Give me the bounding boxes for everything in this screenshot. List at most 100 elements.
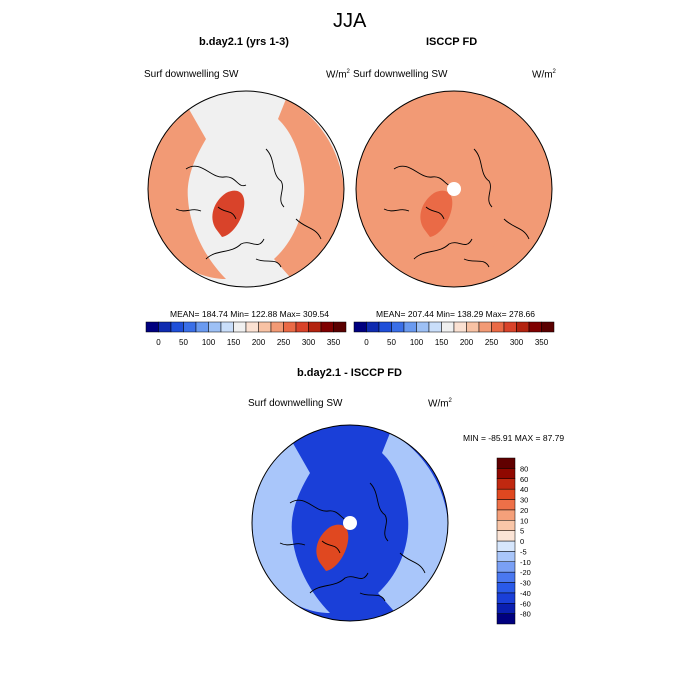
colorbar-tick-label: -30	[520, 579, 531, 588]
coastline	[217, 206, 237, 220]
colorbar-swatch	[366, 321, 380, 333]
colorbar-swatch	[496, 530, 516, 542]
region-mid-lat-land	[356, 104, 434, 279]
map-border	[251, 424, 449, 622]
coastline	[321, 540, 341, 554]
panel3-variable-label: Surf downwelling SW	[248, 398, 343, 409]
colorbar-tick-label: 200	[252, 338, 266, 347]
colorbar-tick-label: 0	[520, 537, 524, 546]
colorbar-swatch	[170, 321, 184, 333]
colorbar-swatch	[245, 321, 259, 333]
panel1-stats: MEAN= 184.74 Min= 122.88 Max= 309.54	[170, 309, 330, 319]
colorbar-swatch	[466, 321, 480, 333]
colorbar-swatch	[353, 321, 367, 333]
missing-data-pole	[343, 516, 357, 530]
panel2-variable-label: Surf downwelling SW	[353, 69, 448, 80]
colorbar-tick-label: -5	[520, 547, 527, 556]
colorbar-swatch	[496, 613, 516, 625]
colorbar-tick-label: 250	[485, 338, 499, 347]
colorbar-tick-label: -10	[520, 558, 531, 567]
colorbar-swatch	[496, 509, 516, 521]
coastline	[503, 218, 530, 240]
colorbar-tick-label: 300	[510, 338, 524, 347]
colorbar-swatch	[453, 321, 467, 333]
colorbar-swatch	[183, 321, 197, 333]
coastline	[309, 572, 369, 594]
colorbar-swatch	[503, 321, 517, 333]
colorbar-tick-label: 50	[387, 338, 396, 347]
colorbar-swatch	[496, 488, 516, 500]
panel3-title: b.day2.1 - ISCCP FD	[297, 367, 402, 379]
coastline	[289, 499, 351, 521]
colorbar-swatch	[496, 571, 516, 583]
panel1-units-label: W/m2	[326, 69, 350, 81]
colorbar-swatch	[195, 321, 209, 333]
colorbar-tick-label: 50	[179, 338, 188, 347]
region-mid-lat-land	[148, 104, 226, 279]
colorbar-tick-label: 300	[302, 338, 316, 347]
colorbar-tick-label: -20	[520, 568, 531, 577]
colorbar-swatch	[496, 540, 516, 552]
colorbar-swatch	[283, 321, 297, 333]
colorbar-swatch	[320, 321, 334, 333]
coastline	[369, 482, 389, 542]
coastline	[393, 165, 455, 187]
coastline	[425, 206, 445, 220]
panel3-polar-map	[251, 424, 449, 622]
colorbar-swatch	[496, 561, 516, 573]
colorbar-swatch	[496, 499, 516, 511]
colorbar-swatch	[496, 478, 516, 490]
panel2-polar-map	[355, 90, 553, 288]
panel2-title: ISCCP FD	[426, 36, 478, 48]
panel2-units-label: W/m2	[532, 69, 556, 81]
colorbar-tick-label: -80	[520, 610, 531, 619]
coastline	[255, 258, 282, 268]
colorbar-swatch	[496, 457, 516, 469]
colorbar-tick-label: 5	[520, 527, 524, 536]
panel3-units-label: W/m2	[428, 398, 452, 410]
colorbar-swatch	[516, 321, 530, 333]
colorbar-tick-label: 100	[202, 338, 216, 347]
coastline	[359, 592, 386, 602]
panel2-stats: MEAN= 207.44 Min= 138.29 Max= 278.66	[376, 309, 536, 319]
coastline	[413, 238, 473, 260]
coastline	[205, 238, 265, 260]
colorbar-swatch	[270, 321, 284, 333]
colorbar-swatch	[496, 468, 516, 479]
coastline	[383, 208, 410, 212]
coastline	[463, 258, 490, 268]
coastline	[185, 165, 247, 187]
colorbar-tick-label: 40	[520, 485, 528, 494]
region-mid-lat-land	[378, 433, 448, 618]
panel1-polar-map	[147, 90, 345, 288]
colorbar-swatch	[158, 321, 172, 333]
coastline	[265, 148, 285, 208]
colorbar-tick-label: 350	[327, 338, 341, 347]
colorbar-tick-label: -60	[520, 599, 531, 608]
map-border	[355, 90, 553, 288]
colorbar-tick-label: 350	[535, 338, 549, 347]
colorbar-swatch	[233, 321, 247, 333]
region-mid-lat-land	[274, 99, 344, 284]
colorbar-swatch	[496, 592, 516, 604]
colorbar-tick-label: 0	[364, 338, 369, 347]
colorbar-tick-label: 200	[460, 338, 474, 347]
region-greenland	[420, 190, 453, 237]
colorbar-swatch	[496, 551, 516, 562]
colorbar-tick-label: 150	[227, 338, 241, 347]
coastline	[399, 552, 426, 574]
region-mid-lat-land	[252, 438, 330, 613]
colorbar-swatch	[295, 321, 309, 333]
coastline	[473, 148, 493, 208]
colorbar-swatch	[541, 321, 555, 333]
colorbar-swatch	[308, 321, 322, 333]
colorbar-swatch	[333, 321, 347, 333]
colorbar-swatch	[416, 321, 430, 333]
colorbar-swatch	[208, 321, 222, 333]
colorbar-swatch	[491, 321, 505, 333]
colorbar-tick-label: 250	[277, 338, 291, 347]
colorbar-tick-label: 20	[520, 506, 528, 515]
colorbar-swatch	[403, 321, 417, 333]
colorbar-swatch	[496, 582, 516, 594]
